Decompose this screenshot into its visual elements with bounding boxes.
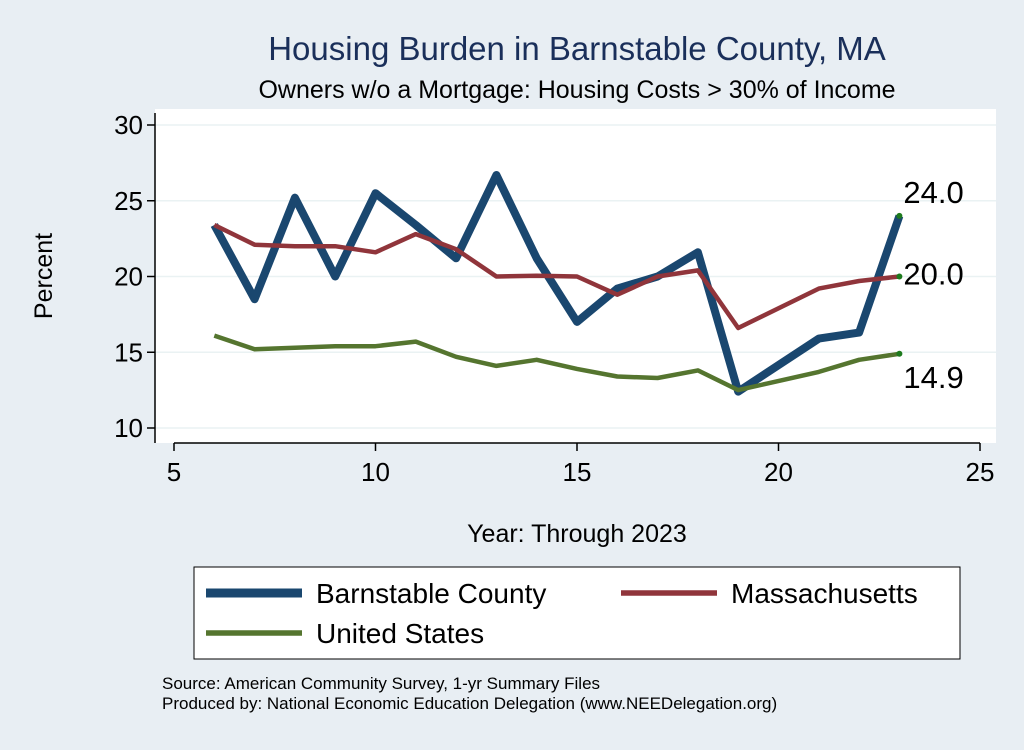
y-tick-label-20: 20 <box>114 262 143 292</box>
x-tick-label-25: 25 <box>966 457 995 487</box>
producer-note: Produced by: National Economic Education… <box>162 694 777 713</box>
chart-subtitle: Owners w/o a Mortgage: Housing Costs > 3… <box>258 76 895 104</box>
x-axis-label: Year: Through 2023 <box>467 520 687 548</box>
axes: 10 15 20 25 30 5 10 15 20 25 <box>114 110 994 487</box>
series-line-united-states <box>213 333 900 393</box>
y-tick-label-10: 10 <box>114 413 143 443</box>
end-labels: 24.0 20.0 14.9 <box>903 175 963 395</box>
x-tick-label-10: 10 <box>361 457 390 487</box>
source-note: Source: American Community Survey, 1-yr … <box>162 674 600 693</box>
end-label-massachusetts: 20.0 <box>903 257 963 292</box>
series-line-barnstable-county <box>210 171 904 396</box>
end-point-barnstable-county <box>896 212 903 219</box>
legend-label-barnstable-county: Barnstable County <box>316 578 546 609</box>
end-point-united-states <box>896 350 903 357</box>
y-tick-label-25: 25 <box>114 186 143 216</box>
end-point-massachusetts <box>896 273 903 280</box>
x-tick-label-15: 15 <box>563 457 592 487</box>
end-label-barnstable-county: 24.0 <box>903 175 963 210</box>
end-label-united-states: 14.9 <box>903 360 963 395</box>
y-tick-label-30: 30 <box>114 110 143 140</box>
series-line-massachusetts <box>213 222 900 331</box>
legend-box <box>193 566 961 660</box>
chart-title: Housing Burden in Barnstable County, MA <box>268 30 886 67</box>
y-tick-label-15: 15 <box>114 337 143 367</box>
x-tick-label-20: 20 <box>764 457 793 487</box>
series-group <box>210 171 904 396</box>
legend-label-massachusetts: Massachusetts <box>731 578 918 609</box>
x-tick-label-5: 5 <box>167 457 181 487</box>
legend-label-united-states: United States <box>316 618 484 649</box>
legend: Barnstable County Massachusetts United Sta… <box>206 578 918 649</box>
y-axis-label: Percent <box>30 233 58 319</box>
